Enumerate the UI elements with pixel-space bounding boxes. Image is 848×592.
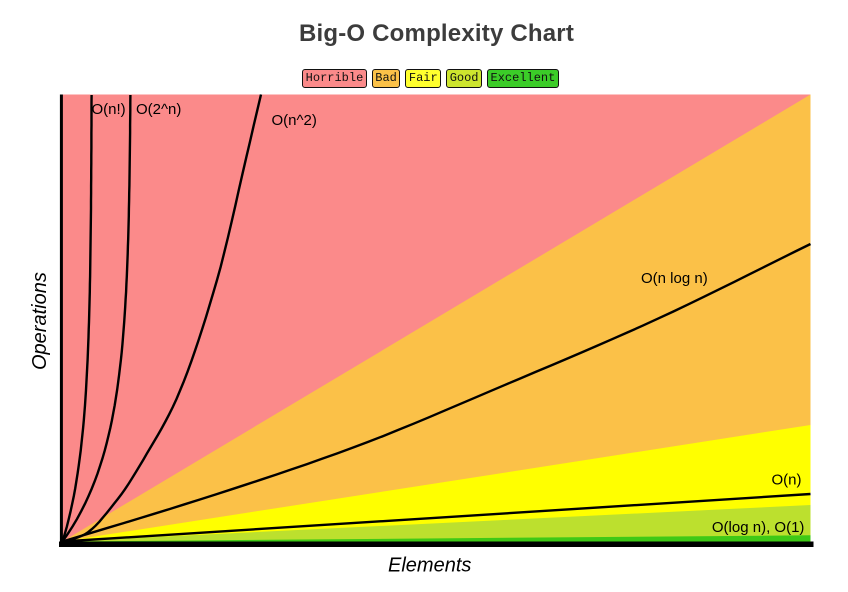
svg-text:O(n^2): O(n^2) (272, 112, 317, 129)
svg-text:O(n!): O(n!) (92, 101, 126, 118)
svg-text:O(n): O(n) (772, 472, 802, 489)
svg-text:Elements: Elements (388, 555, 471, 577)
svg-text:O(n log n): O(n log n) (641, 270, 708, 287)
svg-text:Operations: Operations (29, 272, 51, 370)
svg-text:O(log n), O(1): O(log n), O(1) (712, 519, 805, 536)
svg-text:O(2^n): O(2^n) (136, 101, 181, 118)
